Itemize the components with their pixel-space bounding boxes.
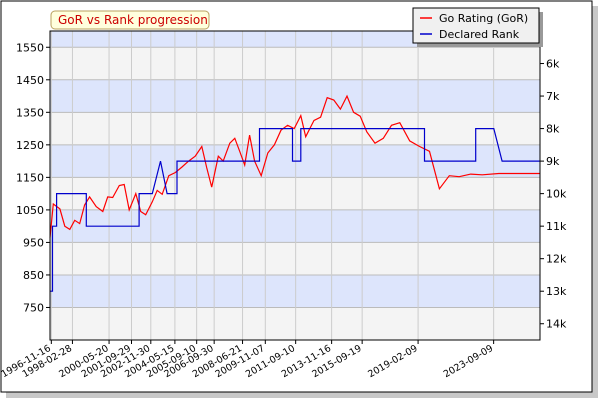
series-line-declared-rank (50, 128, 540, 292)
title-box-bg (50, 10, 210, 30)
legend-box (412, 7, 540, 44)
band-light (50, 47, 540, 80)
band-blue (50, 79, 540, 113)
right-tick-label: 10k (546, 188, 567, 201)
left-tick-label: 950 (23, 236, 44, 249)
chart-title-box: GoR vs Rank progression (50, 10, 210, 30)
right-tick-label: 8k (546, 123, 560, 136)
left-axis: 750 850 950 1050 1150 1250 1350 1450 1550 (16, 41, 50, 314)
left-tick-label: 1550 (16, 41, 44, 54)
band-light (50, 242, 540, 275)
left-tick-label: 1250 (16, 139, 44, 152)
left-tick-label: 1350 (16, 106, 44, 119)
right-tick-label: 9k (546, 155, 560, 168)
left-tick-label: 750 (23, 301, 44, 314)
gridlines (50, 31, 540, 340)
plot-border (49, 30, 541, 341)
plot-background-bands (50, 31, 540, 340)
series-line-gor (49, 94, 540, 238)
right-tick-label: 6k (546, 58, 560, 71)
band-light (50, 307, 540, 340)
left-tick-label: 1450 (16, 74, 44, 87)
right-tick-label: 11k (546, 220, 567, 233)
right-tick-label: 13k (546, 285, 567, 298)
legend: Go Rating (GoR) Declared Rank (412, 7, 543, 47)
left-tick-label: 1050 (16, 204, 44, 217)
left-tick-label: 1150 (16, 171, 44, 184)
legend-label-gor: Go Rating (GoR) (439, 12, 528, 25)
right-tick-label: 14k (546, 318, 567, 331)
series-layer (49, 94, 540, 292)
left-tick-label: 850 (23, 269, 44, 282)
right-tick-label: 7k (546, 90, 560, 103)
right-axis: 6k 7k 8k 9k 10k 11k 12k 13k 14k (540, 58, 567, 331)
right-tick-label: 12k (546, 253, 567, 266)
band-light (50, 112, 540, 145)
band-light (50, 177, 540, 210)
chart-title: GoR vs Rank progression (58, 13, 208, 27)
band-blue (50, 274, 540, 308)
legend-label-rank: Declared Rank (439, 28, 520, 41)
